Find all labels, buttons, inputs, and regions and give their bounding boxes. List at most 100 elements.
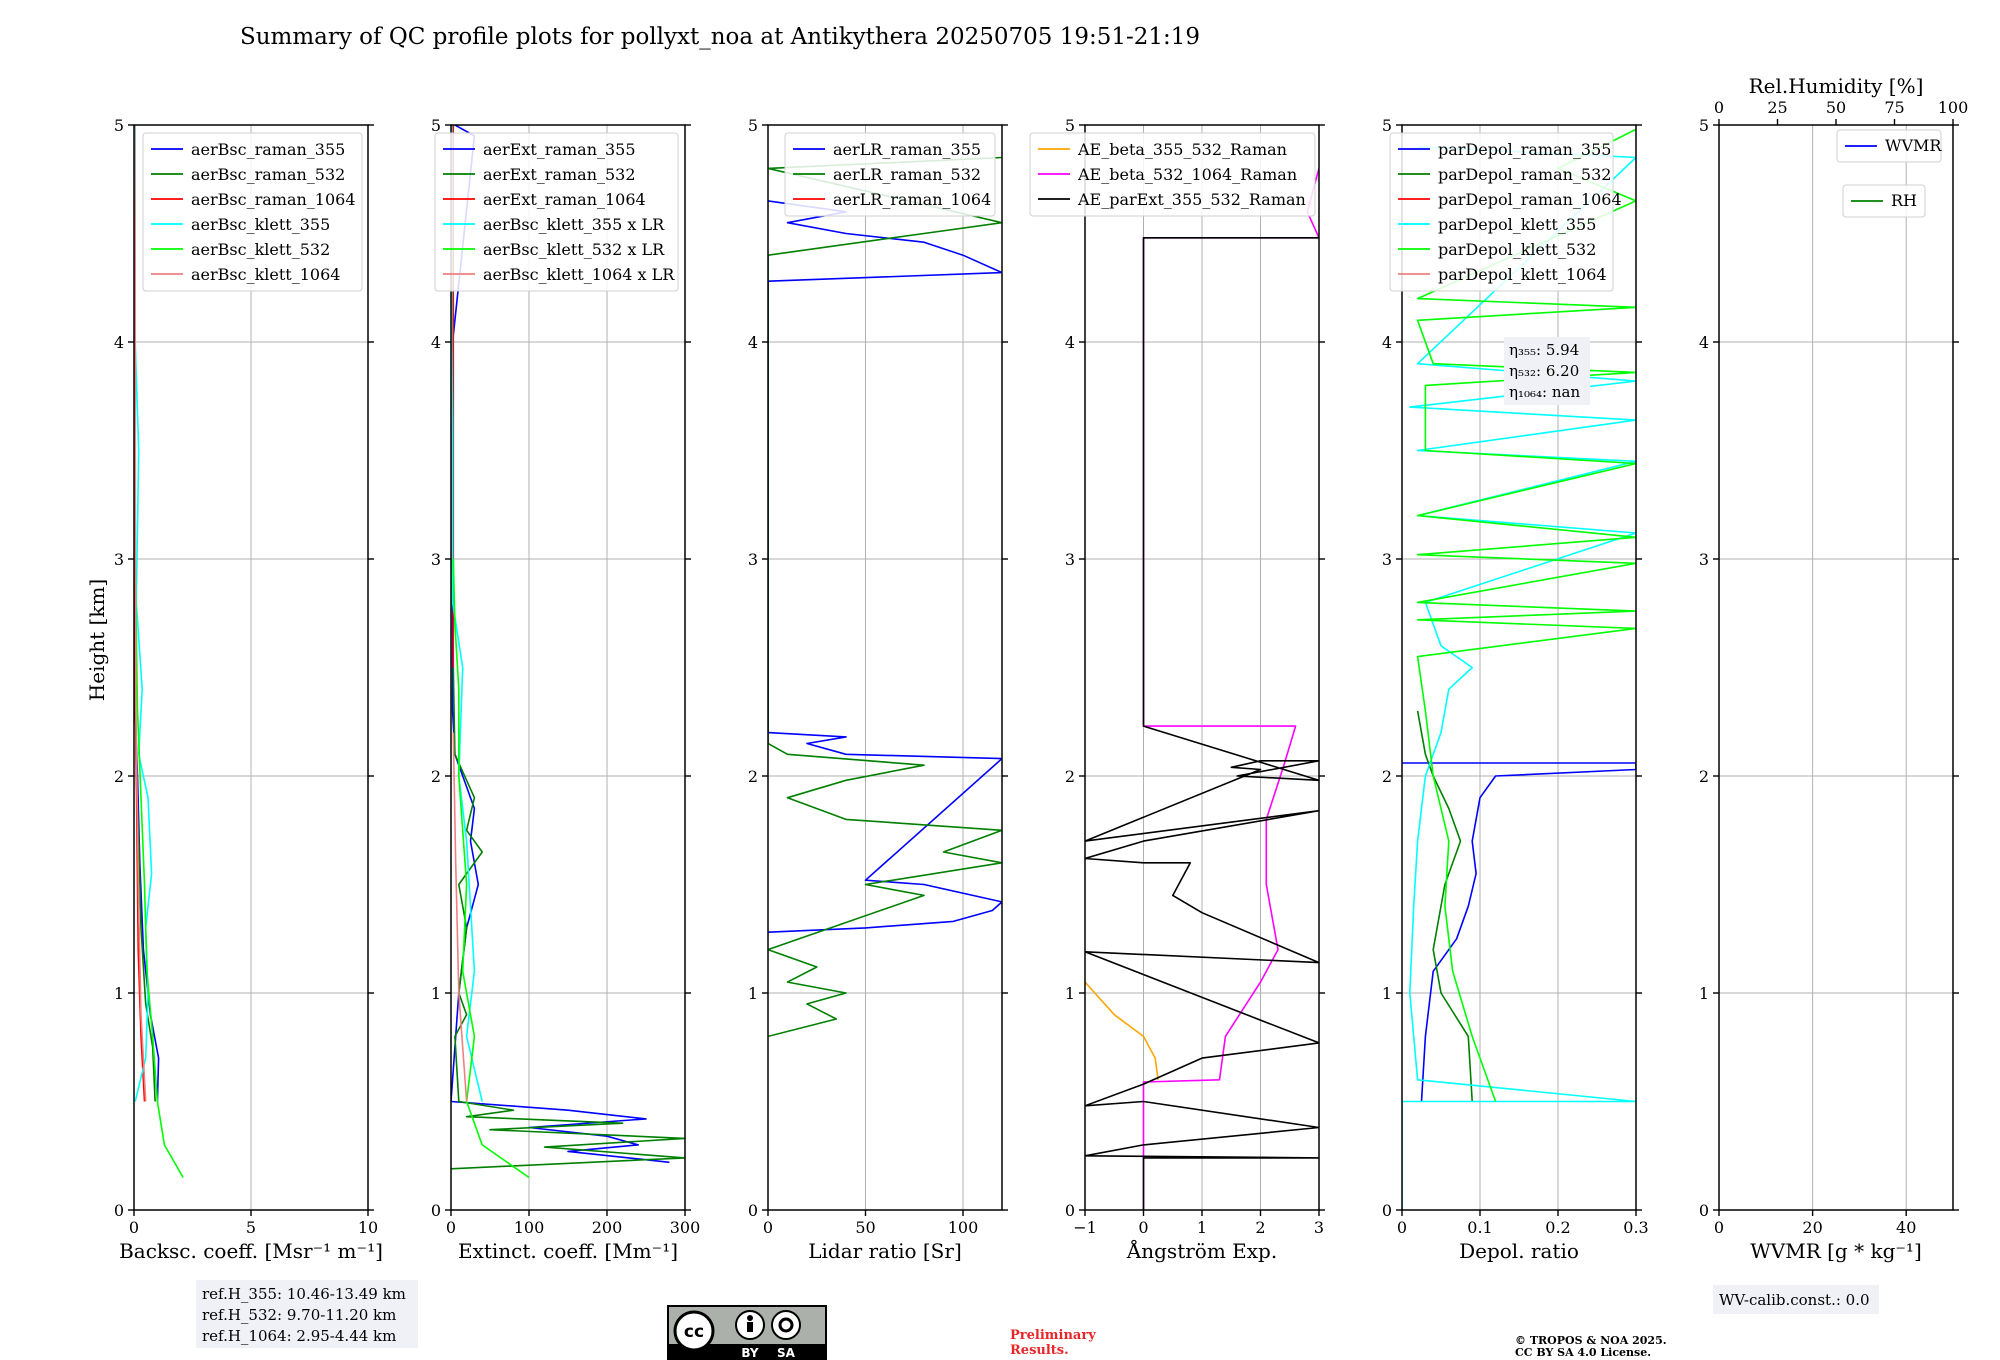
legend-entry-aerBsc_klett_1064: aerBsc_klett_1064 (191, 265, 340, 284)
legend-entry-parDepol_raman_1064: parDepol_raman_1064 (1438, 190, 1622, 209)
series-line-aerBsc_klett_532 x LR (452, 558, 530, 1179)
y-tick-label: 1 (748, 984, 758, 1003)
series-line-AE_parExt_355_532_Raman (1085, 237, 1319, 1210)
legend-entry-parDepol_klett_1064: parDepol_klett_1064 (1438, 265, 1607, 284)
legend-entry-parDepol_raman_355: parDepol_raman_355 (1438, 140, 1611, 159)
y-tick-label: 0 (431, 1201, 441, 1220)
axes-frame (1718, 124, 1954, 1211)
legend-entry-aerBsc_raman_1064: aerBsc_raman_1064 (191, 190, 356, 209)
legend-entry-aerExt_raman_355: aerExt_raman_355 (483, 140, 636, 159)
cc-icon (673, 1310, 715, 1352)
cc-license-badge: cc BY SA (667, 1305, 827, 1360)
refh-1064: ref.H_1064: 2.95-4.44 km (202, 1327, 396, 1345)
top-axis-label: Rel.Humidity [%] (1749, 74, 1924, 98)
top-x-tick-label: 0 (1714, 98, 1724, 117)
y-tick-label: 4 (1065, 333, 1075, 352)
eta-annotation-line: η₃₅₅: 5.94 (1509, 341, 1579, 359)
series-line-aerExt_raman_532 (451, 667, 685, 1170)
x-tick-label: 50 (855, 1218, 875, 1237)
legend-box (1842, 184, 1926, 218)
y-tick-label: 0 (748, 1201, 758, 1220)
legend-entry-aerLR_raman_532: aerLR_raman_532 (833, 165, 981, 184)
legend-box (434, 132, 679, 292)
x-tick-label: 100 (514, 1218, 545, 1237)
eta-annotation-line: η₅₃₂: 6.20 (1509, 362, 1579, 380)
axes-frame (450, 124, 686, 1211)
legend-entry-aerBsc_klett_1064 x LR: aerBsc_klett_1064 x LR (483, 265, 675, 284)
y-tick-label: 4 (114, 333, 124, 352)
x-axis-label: Lidar ratio [Sr] (808, 1239, 962, 1263)
x-tick-label: 1 (1197, 1218, 1207, 1237)
y-tick-label: 3 (114, 550, 124, 569)
refh-355: ref.H_355: 10.46-13.49 km (202, 1285, 406, 1303)
top-x-tick-label: 50 (1826, 98, 1846, 117)
wv-calib-box: WV-calib.const.: 0.0 (1713, 1285, 1879, 1314)
y-tick-label: 2 (748, 767, 758, 786)
legend-entry-AE_beta_355_532_Raman: AE_beta_355_532_Raman (1077, 140, 1287, 159)
y-tick-label: 1 (1699, 984, 1709, 1003)
plot-panel-3: 0 50 100 0 1 2 3 4 5 Lidar ratio [Sr] aerLR_raman_… (748, 116, 1008, 1263)
legend-entry-aerLR_raman_1064: aerLR_raman_1064 (833, 190, 991, 209)
y-tick-label: 1 (431, 984, 441, 1003)
legend-entry-aerBsc_raman_532: aerBsc_raman_532 (191, 165, 345, 184)
wv-calib-const: WV-calib.const.: 0.0 (1719, 1291, 1870, 1309)
legend-box (1389, 132, 1614, 292)
axes-frame (767, 124, 1003, 1211)
y-tick-label: 5 (114, 116, 124, 135)
x-tick-label: 0 (446, 1218, 456, 1237)
legend-entry-aerBsc_klett_355: aerBsc_klett_355 (191, 215, 330, 234)
x-axis-label: Extinct. coeff. [Mm⁻¹] (458, 1239, 678, 1263)
y-tick-label: 3 (748, 550, 758, 569)
preliminary-label-2: Results. (1010, 1343, 1069, 1358)
legend-entry-aerExt_raman_1064: aerExt_raman_1064 (483, 190, 646, 209)
legend-entry-aerBsc_klett_355 x LR: aerBsc_klett_355 x LR (483, 215, 665, 234)
y-tick-label: 1 (1065, 984, 1075, 1003)
x-tick-label: 300 (670, 1218, 701, 1237)
legend-entry-WVMR: WVMR (1885, 136, 1942, 155)
copyright-line-1: © TROPOS & NOA 2025. (1515, 1334, 1667, 1347)
legend-entry-aerBsc_klett_532 x LR: aerBsc_klett_532 x LR (483, 240, 665, 259)
y-tick-label: 0 (1699, 1201, 1709, 1220)
x-axis-label: WVMR [g * kg⁻¹] (1750, 1239, 1922, 1263)
refh-532: ref.H_532: 9.70-11.20 km (202, 1306, 396, 1324)
eta-annotation-box (1504, 337, 1590, 405)
top-x-tick-label: 75 (1884, 98, 1904, 117)
legend-box (142, 132, 363, 292)
legend-box (1836, 129, 1942, 163)
y-tick-label: 0 (1382, 1201, 1392, 1220)
preliminary-label-1: Preliminary (1010, 1328, 1096, 1343)
x-tick-label: 10 (358, 1218, 378, 1237)
series-line-parDepol_klett_532 (1416, 128, 1636, 1102)
share-alike-icon (771, 1310, 801, 1340)
x-axis-label: Depol. ratio (1459, 1239, 1579, 1263)
series-line-aerLR_raman_355 (768, 200, 1002, 933)
y-tick-label: 2 (114, 767, 124, 786)
legend-box (1029, 132, 1316, 217)
series-line-parDepol_raman_355 (1402, 762, 1636, 1102)
legend-box (784, 132, 996, 217)
y-tick-label: 3 (1065, 550, 1075, 569)
x-tick-label: 100 (948, 1218, 979, 1237)
legend-entry-parDepol_raman_532: parDepol_raman_532 (1438, 165, 1611, 184)
y-tick-label: 4 (431, 333, 441, 352)
series-line-aerLR_raman_532 (768, 156, 1002, 1038)
y-tick-label: 1 (114, 984, 124, 1003)
ref-height-box: ref.H_355: 10.46-13.49 km ref.H_532: 9.7… (196, 1280, 418, 1348)
series-line-aerBsc_klett_355 (134, 125, 153, 1102)
y-tick-label: 2 (1065, 767, 1075, 786)
series-line-parDepol_klett_355 (1402, 145, 1636, 1210)
x-tick-label: 0 (1714, 1218, 1724, 1237)
y-tick-label: 2 (1699, 767, 1709, 786)
y-tick-label: 2 (1382, 767, 1392, 786)
top-x-tick-label: 100 (1938, 98, 1969, 117)
cc-logo-text: cc (684, 1322, 704, 1342)
cc-by-label: BY (741, 1346, 758, 1360)
y-tick-label: 5 (1699, 116, 1709, 135)
axes-frame (1401, 124, 1637, 1211)
legend-entry-AE_beta_532_1064_Raman: AE_beta_532_1064_Raman (1077, 165, 1297, 184)
x-tick-label: 3 (1314, 1218, 1324, 1237)
top-x-tick-label: 25 (1767, 98, 1787, 117)
plot-panel-2: 0 100 200 300 0 1 2 3 4 5 Extinct. coeff. [Mm⁻¹] ae… (431, 116, 700, 1263)
y-tick-label: 1 (1382, 984, 1392, 1003)
